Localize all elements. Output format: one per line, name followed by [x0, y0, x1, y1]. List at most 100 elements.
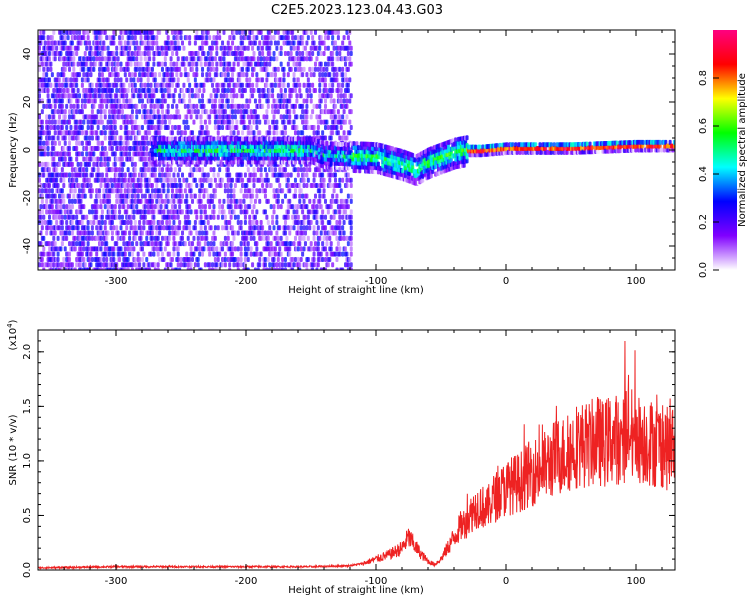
- spectrogram-cell: [85, 215, 88, 220]
- spectrogram-cell: [59, 30, 62, 35]
- spectrogram-cell: [237, 262, 240, 267]
- spectrogram-cell: [283, 67, 286, 72]
- spectrogram-cell: [287, 183, 290, 188]
- spectrogram-cell: [210, 109, 213, 114]
- spectrogram-cell: [75, 125, 78, 130]
- spectrogram-cell: [147, 141, 150, 146]
- spectrogram-cell: [274, 40, 277, 45]
- spectrogram-cell: [207, 130, 210, 135]
- spectrogram-cell: [178, 178, 181, 183]
- spectrogram-cell: [174, 30, 177, 35]
- spectrogram-cell: [140, 77, 143, 82]
- spectrogram-cell: [148, 209, 151, 214]
- spectrogram-cell: [247, 104, 250, 109]
- spectrogram-cell: [154, 194, 157, 199]
- spectrogram-cell: [180, 257, 183, 262]
- spectrogram-cell: [224, 51, 227, 56]
- spectrogram-cell: [160, 178, 163, 183]
- spectrogram-cell: [221, 246, 224, 251]
- spectrogram-cell: [255, 241, 258, 246]
- spectrogram-cell: [228, 125, 231, 130]
- spectrogram-cell: [47, 262, 50, 267]
- spectrogram-cell: [65, 83, 68, 88]
- spectrogram-cell: [132, 93, 135, 98]
- spectrogram-cell: [293, 120, 296, 125]
- spectrogram-cell: [74, 246, 77, 251]
- spectrogram-cell: [89, 72, 92, 77]
- spectrogram-cell: [42, 172, 45, 177]
- spectrogram-cell: [54, 141, 57, 146]
- spectrogram-cell: [82, 236, 85, 241]
- spectrogram-cell: [194, 194, 197, 199]
- spectrogram-cell: [231, 178, 234, 183]
- spectrogram-cell: [151, 72, 154, 77]
- spectrogram-cell: [245, 252, 248, 257]
- spectrogram-cell: [207, 220, 210, 225]
- spectrogram-cell: [197, 93, 200, 98]
- spectrogram-cell: [177, 215, 180, 220]
- spectrogram-cell: [264, 93, 267, 98]
- spectrogram-cell: [52, 236, 55, 241]
- spectrogram-cell: [240, 225, 243, 230]
- spectrogram-cell: [291, 30, 294, 35]
- spectrogram-cell: [313, 262, 316, 267]
- spectrogram-cell: [74, 199, 77, 204]
- spectrogram-cell: [52, 88, 55, 93]
- spectrogram-cell: [127, 67, 130, 72]
- spectrogram-cell: [55, 167, 58, 172]
- spectrogram-cell: [244, 104, 247, 109]
- spectrogram-cell: [317, 246, 320, 251]
- spectrogram-cell: [235, 30, 238, 35]
- spectrogram-cell: [177, 56, 180, 61]
- spectrogram-cell: [162, 188, 165, 193]
- spectrogram-cell: [218, 114, 221, 119]
- spectrogram-cell: [170, 46, 173, 51]
- spectrogram-cell: [69, 125, 72, 130]
- spectrogram-cell: [67, 77, 70, 82]
- spectrogram-cell: [240, 241, 243, 246]
- spectrogram-cell: [202, 220, 205, 225]
- spectrogram-cell: [69, 56, 72, 61]
- spectrogram-cell: [212, 252, 215, 257]
- spectrogram-cell: [164, 56, 167, 61]
- spectrogram-cell: [267, 220, 270, 225]
- spectrogram-cell: [85, 40, 88, 45]
- spectrogram-cell: [190, 262, 193, 267]
- spectrogram-cell: [112, 188, 115, 193]
- spectrogram-cell: [120, 62, 123, 67]
- spectrogram-cell: [202, 104, 205, 109]
- spectrogram-cell: [131, 109, 134, 114]
- spectrogram-cell: [253, 183, 256, 188]
- spectrogram-cell: [88, 162, 91, 167]
- spectrogram-cell: [125, 146, 128, 151]
- spectrogram-cell: [288, 246, 291, 251]
- spectrogram-cell: [75, 215, 78, 220]
- spectrogram-cell: [152, 40, 155, 45]
- spectrogram-cell: [57, 72, 60, 77]
- spectrogram-cell: [39, 231, 42, 236]
- spectrogram-cell: [41, 62, 44, 67]
- spectrogram-cell: [242, 194, 245, 199]
- spectrogram-cell: [232, 35, 235, 40]
- spectrogram-cell: [210, 183, 213, 188]
- spectrogram-cell: [62, 183, 65, 188]
- spectrogram-cell: [211, 83, 214, 88]
- spectrogram-cell: [102, 40, 105, 45]
- spectrogram-cell: [241, 40, 244, 45]
- spectrogram-cell: [254, 199, 257, 204]
- spectrogram-cell: [89, 262, 92, 267]
- spectrogram-cell: [48, 188, 51, 193]
- spectrogram-cell: [158, 99, 161, 104]
- spectrogram-cell: [310, 72, 313, 77]
- spectrogram-cell: [184, 130, 187, 135]
- spectrogram-cell: [57, 125, 60, 130]
- spectrogram-cell: [207, 67, 210, 72]
- spectrogram-cell: [78, 151, 81, 156]
- spectrogram-cell: [130, 62, 133, 67]
- spectrogram-cell: [208, 35, 211, 40]
- spectrogram-cell: [211, 262, 214, 267]
- spectrogram-cell: [214, 109, 217, 114]
- spectrogram-cell: [168, 93, 171, 98]
- spectrogram-cell: [190, 231, 193, 236]
- spectrogram-cell: [268, 225, 271, 230]
